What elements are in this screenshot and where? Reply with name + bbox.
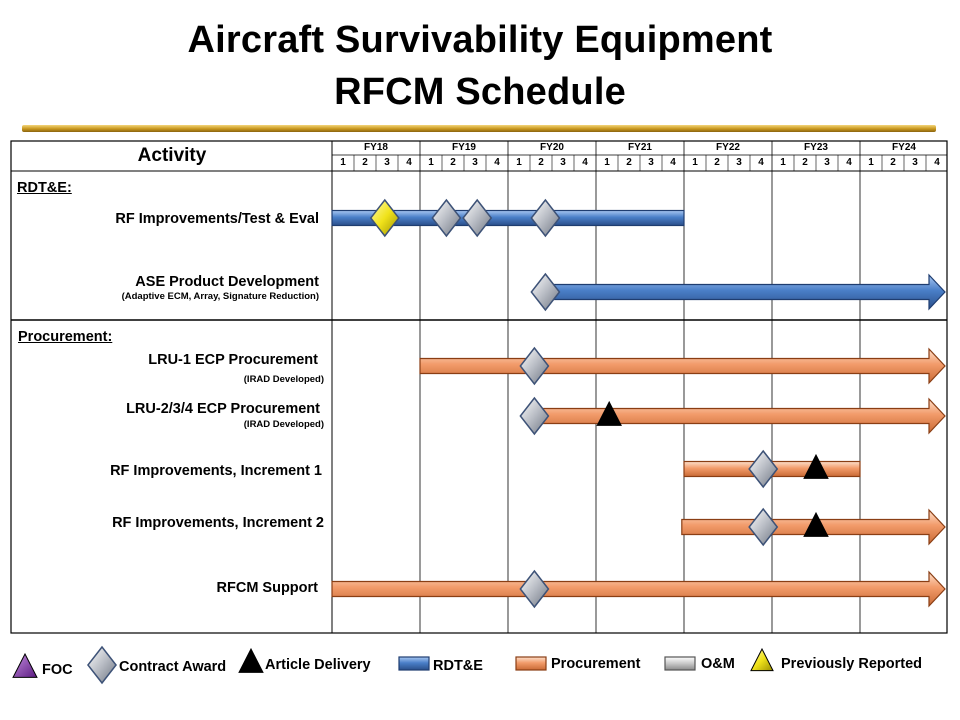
quarter-header: 2	[538, 157, 544, 168]
procurement-bar-arrow	[419, 347, 946, 385]
quarter-header: 1	[692, 157, 698, 168]
legend-article-delivery-label: Article Delivery	[265, 657, 371, 673]
row-label-increment-1: RF Improvements, Increment 1	[110, 463, 322, 479]
quarter-header: 3	[472, 157, 478, 168]
quarter-header: 1	[868, 157, 874, 168]
quarter-header: 4	[758, 157, 764, 168]
legend-procurement-label: Procurement	[551, 656, 641, 672]
quarter-header: 3	[912, 157, 918, 168]
section-procurement: Procurement:	[18, 329, 113, 345]
fiscal-year-header: FY24	[892, 142, 916, 153]
contract-award-milestone	[519, 569, 550, 609]
legend-om-label: O&M	[701, 656, 735, 672]
activity-header: Activity	[137, 145, 207, 166]
om-swatch-icon	[664, 656, 696, 671]
fiscal-year-header: FY20	[540, 142, 564, 153]
row-label-rf-test-eval: RF Improvements/Test & Eval	[115, 211, 319, 227]
quarter-header: 1	[780, 157, 786, 168]
contract-award-icon	[87, 645, 117, 685]
procurement-bar-arrow	[331, 570, 946, 608]
quarter-header: 4	[406, 157, 412, 168]
row-label-ase-product-development: ASE Product Development	[135, 274, 319, 290]
quarter-header: 3	[560, 157, 566, 168]
article-delivery-milestone	[803, 453, 829, 479]
legend-rdte-label: RDT&E	[433, 658, 483, 674]
legend-foc-label: FOC	[42, 662, 73, 678]
contract-award-milestone	[748, 449, 779, 489]
article-delivery-icon	[238, 647, 264, 673]
previously-reported-milestone	[369, 198, 400, 238]
fiscal-year-header: FY22	[716, 142, 740, 153]
quarter-header: 4	[582, 157, 588, 168]
quarter-header: 3	[824, 157, 830, 168]
quarter-header: 2	[714, 157, 720, 168]
title-divider	[22, 125, 936, 132]
rdte-bar-arrow	[544, 273, 946, 311]
contract-award-milestone	[462, 198, 493, 238]
quarter-header: 3	[736, 157, 742, 168]
quarter-header: 1	[428, 157, 434, 168]
contract-award-milestone	[530, 198, 561, 238]
quarter-header: 4	[934, 157, 940, 168]
article-delivery-milestone	[803, 511, 829, 537]
rdte-bar	[331, 209, 685, 227]
foc-icon	[12, 652, 38, 678]
quarter-header: 2	[450, 157, 456, 168]
quarter-header: 4	[846, 157, 852, 168]
quarter-header: 2	[626, 157, 632, 168]
quarter-header: 4	[670, 157, 676, 168]
row-label-rfcm-support: RFCM Support	[216, 580, 318, 596]
quarter-header: 4	[494, 157, 500, 168]
fiscal-year-header: FY21	[628, 142, 652, 153]
row-label-lru1: LRU-1 ECP Procurement	[148, 352, 318, 368]
legend-contract-award-label: Contract Award	[119, 659, 227, 675]
legend-icons	[12, 645, 774, 685]
table-border	[10, 140, 948, 634]
previously-reported-icon	[750, 647, 774, 672]
schedule-bars	[331, 209, 946, 608]
contract-award-milestone	[519, 396, 550, 436]
procurement-swatch-icon	[515, 656, 547, 671]
contract-award-milestone	[748, 507, 779, 547]
contract-award-milestone	[530, 272, 561, 312]
page-title: Aircraft Survivability Equipment	[187, 19, 773, 61]
quarter-header: 2	[802, 157, 808, 168]
contract-award-milestone	[519, 346, 550, 386]
contract-award-milestone	[431, 198, 462, 238]
fiscal-year-header: FY18	[364, 142, 388, 153]
fiscal-year-header: FY23	[804, 142, 828, 153]
legend-previously-reported-label: Previously Reported	[781, 656, 923, 672]
quarter-header: 1	[516, 157, 522, 168]
row-label-lru234: LRU-2/3/4 ECP Procurement	[126, 401, 320, 417]
section-rdte: RDT&E:	[17, 180, 72, 196]
quarter-header: 1	[604, 157, 610, 168]
row-sublabel-ase: (Adaptive ECM, Array, Signature Reductio…	[121, 291, 319, 302]
schedule-milestones	[369, 198, 829, 609]
page-subtitle: RFCM Schedule	[334, 71, 626, 113]
article-delivery-milestone	[596, 400, 622, 426]
fiscal-year-header: FY19	[452, 142, 476, 153]
quarter-header: 1	[340, 157, 346, 168]
row-sublabel-lru234: (IRAD Developed)	[243, 419, 324, 430]
rdte-swatch-icon	[398, 656, 430, 671]
quarter-header: 2	[890, 157, 896, 168]
row-sublabel-lru1: (IRAD Developed)	[243, 374, 324, 385]
quarter-header: 3	[648, 157, 654, 168]
row-label-increment-2: RF Improvements, Increment 2	[112, 515, 324, 531]
quarter-header: 2	[362, 157, 368, 168]
quarter-header: 3	[384, 157, 390, 168]
